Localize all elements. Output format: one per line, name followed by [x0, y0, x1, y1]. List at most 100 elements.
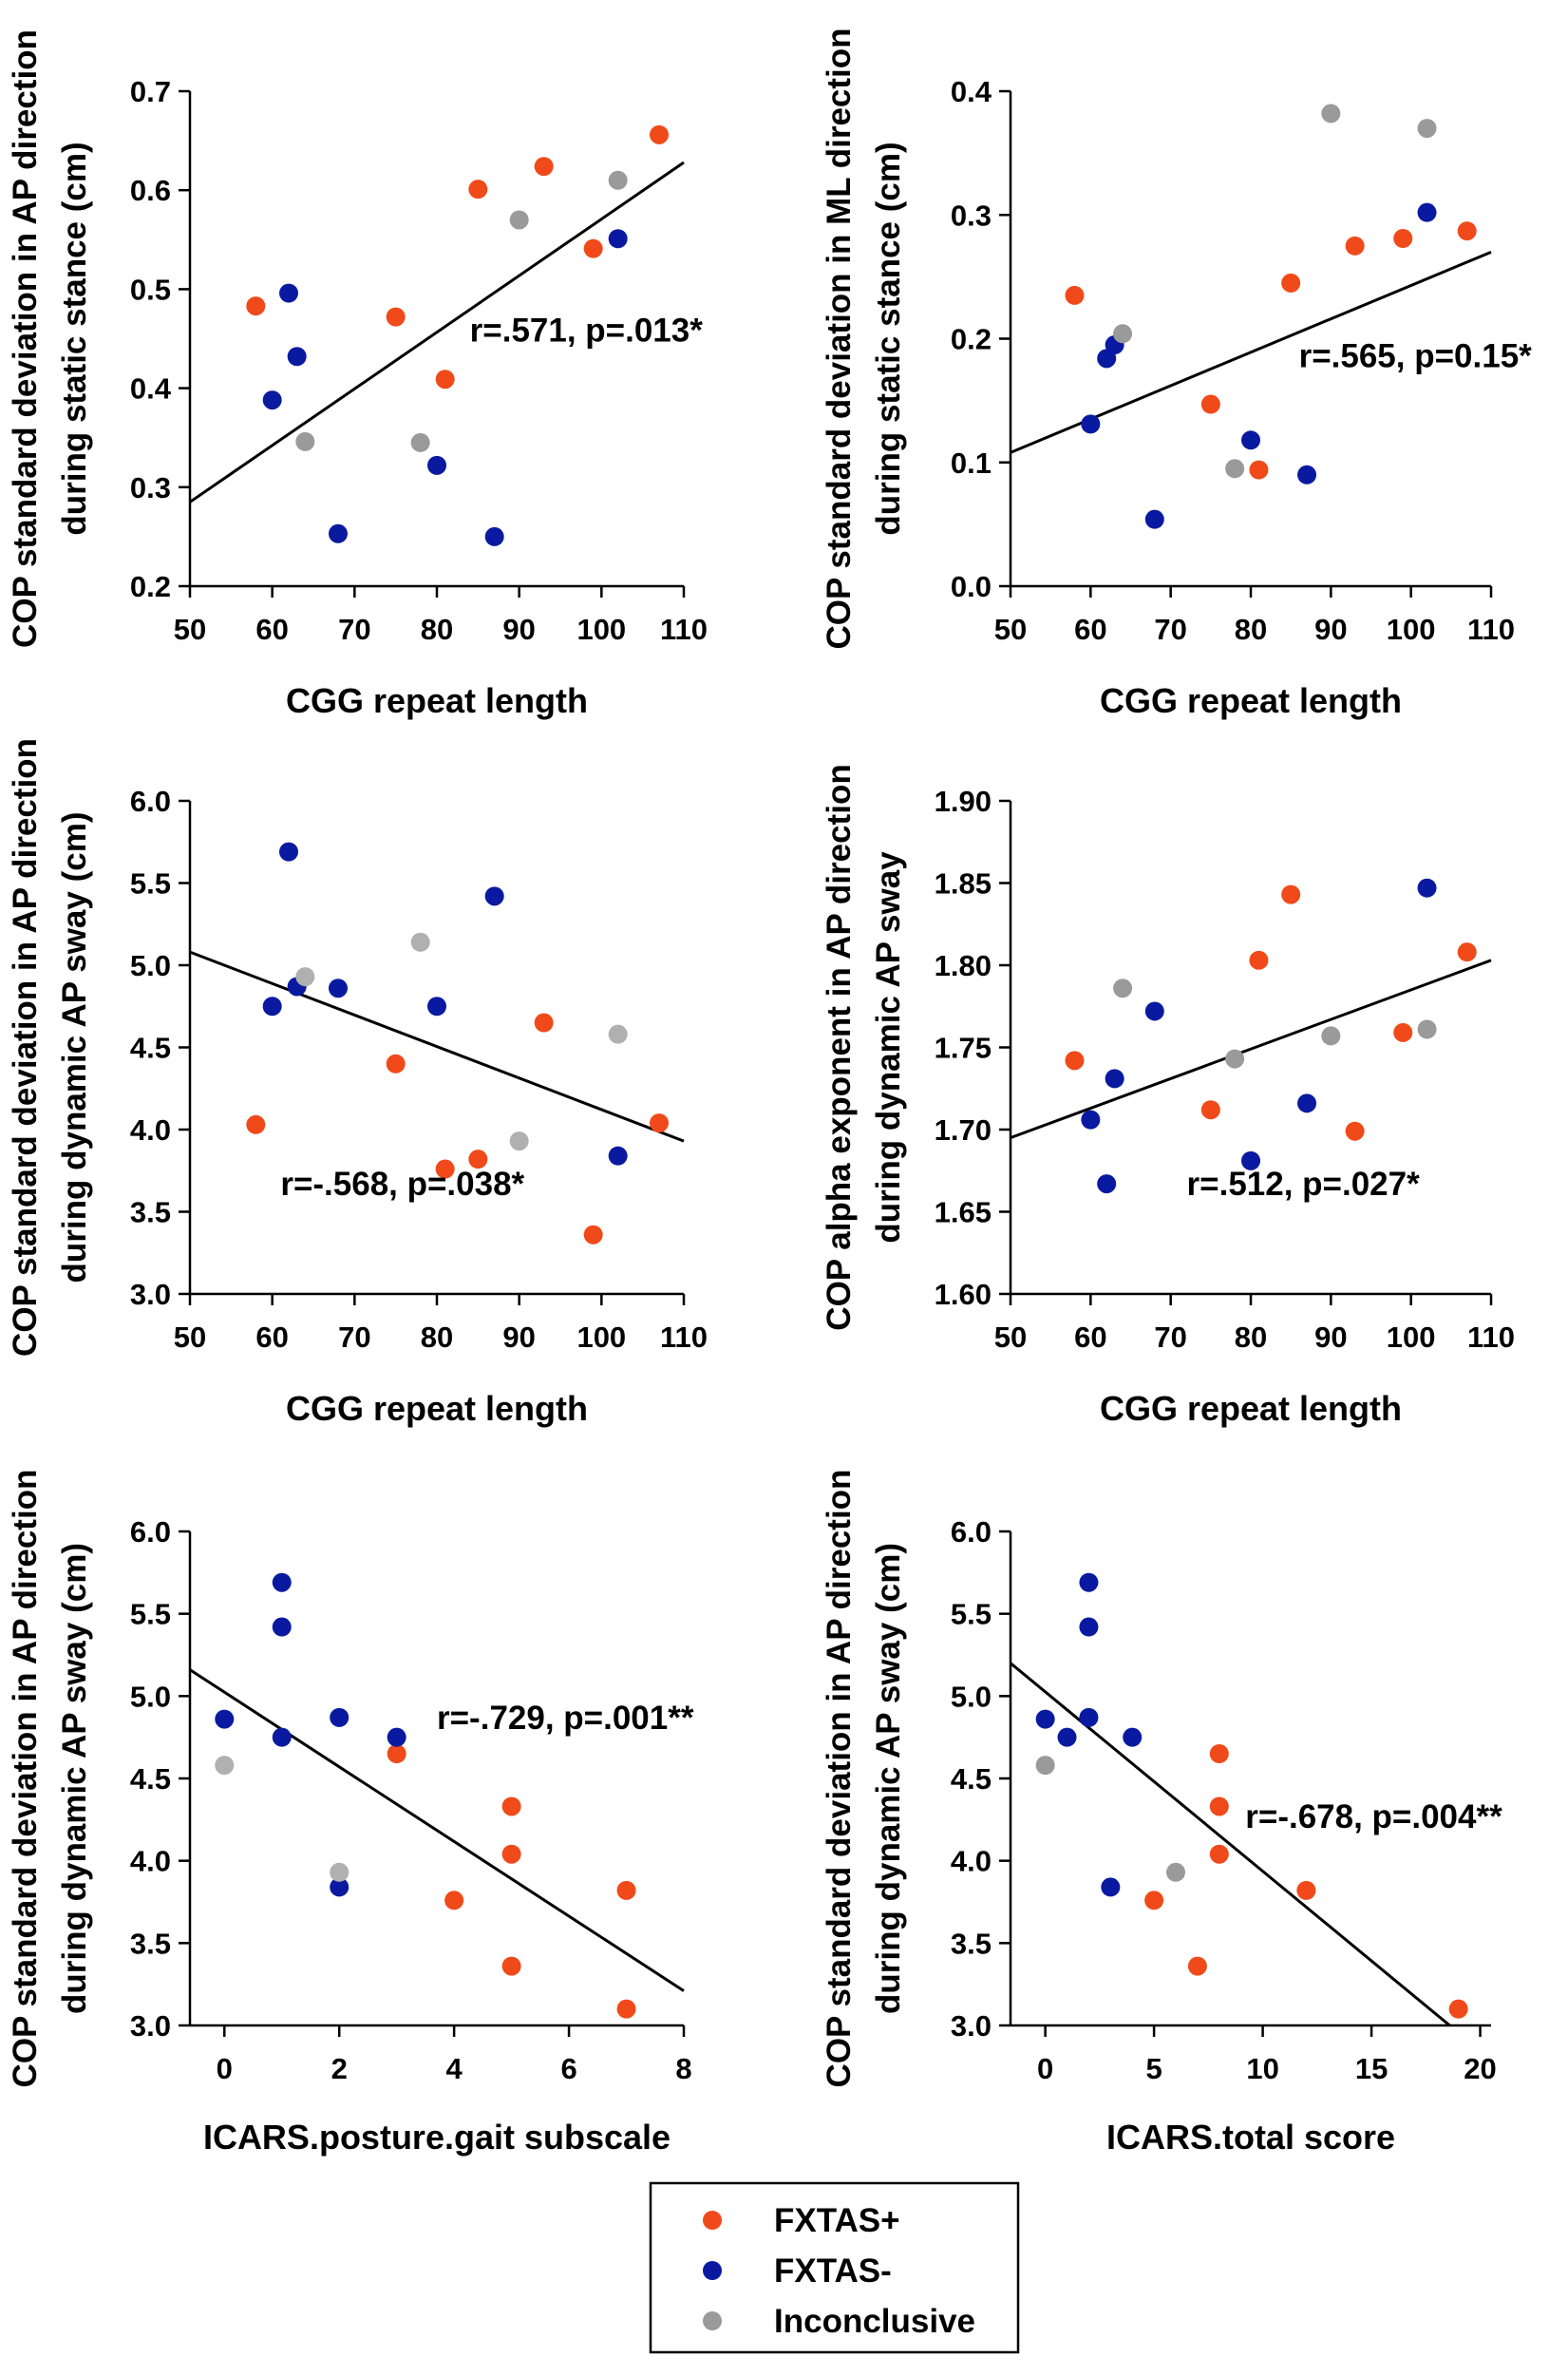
- y-axis-title-line: COP alpha exponent in AP direction: [821, 764, 858, 1330]
- x-tick-label: 70: [1154, 613, 1186, 646]
- point-fxtas: [1065, 285, 1085, 305]
- x-tick-label: 100: [1387, 613, 1436, 646]
- point-fxtas: [650, 1113, 669, 1133]
- x-tick-label: 0: [1037, 2052, 1053, 2085]
- x-axis-title: CGG repeat length: [286, 1389, 588, 1428]
- point-fxtas: [1079, 1572, 1099, 1592]
- regression-line: [189, 161, 685, 504]
- y-axis-title-line: COP standard deviation in AP direction: [7, 29, 44, 648]
- point-fxtas: [1101, 1877, 1121, 1897]
- y-tick-label: 0.3: [951, 199, 992, 232]
- point-fxtas: [1345, 1121, 1365, 1141]
- x-tick-label: 80: [1235, 613, 1267, 646]
- y-axis-title-line: COP standard deviation in AP direction: [7, 1470, 44, 2088]
- point-inconclusive: [1417, 1019, 1437, 1039]
- y-tick-label: 3.0: [130, 1278, 171, 1311]
- point-fxtas: [1079, 1617, 1099, 1637]
- point-fxtas: [468, 1150, 488, 1169]
- x-tick-label: 90: [1314, 1321, 1347, 1354]
- point-inconclusive: [509, 1131, 529, 1151]
- y-axis-title-line: COP standard deviation in ML direction: [821, 28, 858, 649]
- point-fxtas: [1393, 228, 1413, 248]
- correlation-annotation: r=.512, p=.027*: [1187, 1166, 1421, 1203]
- legend-marker: [703, 2211, 722, 2230]
- point-fxtas: [387, 1727, 406, 1747]
- y-tick-label: 5.5: [951, 1598, 992, 1631]
- point-inconclusive: [1321, 1026, 1341, 1046]
- point-fxtas: [1187, 1956, 1207, 1976]
- point-fxtas: [501, 1956, 521, 1976]
- x-tick-label: 80: [421, 1321, 453, 1354]
- point-inconclusive: [1417, 119, 1437, 139]
- point-fxtas: [1249, 950, 1269, 970]
- point-fxtas: [1393, 1022, 1413, 1042]
- point-inconclusive: [410, 432, 430, 452]
- y-tick-label: 0.4: [951, 75, 992, 108]
- y-tick-label: 0.6: [130, 174, 171, 207]
- point-fxtas: [427, 455, 446, 475]
- y-tick-label: 5.0: [130, 1680, 171, 1713]
- y-tick-label: 3.5: [130, 1196, 171, 1229]
- x-axis-title: CGG repeat length: [1100, 1389, 1402, 1428]
- point-fxtas: [272, 1617, 292, 1637]
- point-fxtas: [1297, 1093, 1317, 1113]
- y-tick-label: 1.85: [935, 867, 992, 901]
- point-fxtas: [246, 1114, 266, 1134]
- point-inconclusive: [330, 1862, 349, 1882]
- point-inconclusive: [1225, 1049, 1245, 1069]
- y-tick-label: 0.1: [951, 447, 992, 480]
- point-fxtas: [279, 842, 298, 862]
- x-tick-label: 80: [1235, 1321, 1267, 1354]
- x-tick-label: 70: [1154, 1321, 1186, 1354]
- y-tick-label: 1.60: [935, 1278, 992, 1311]
- point-fxtas: [1035, 1709, 1055, 1729]
- point-fxtas: [444, 1891, 464, 1910]
- point-fxtas: [1296, 1880, 1316, 1900]
- x-tick-label: 5: [1145, 2052, 1162, 2085]
- point-fxtas: [1345, 236, 1365, 256]
- point-fxtas: [1249, 460, 1269, 480]
- y-tick-label: 4.0: [130, 1845, 171, 1878]
- y-tick-label: 0.3: [130, 471, 171, 504]
- x-tick-label: 50: [174, 1321, 206, 1354]
- point-inconclusive: [1035, 1756, 1055, 1776]
- x-tick-label: 110: [1467, 1321, 1515, 1354]
- x-tick-label: 80: [421, 613, 453, 646]
- point-inconclusive: [608, 170, 628, 190]
- x-tick-label: 90: [502, 1321, 535, 1354]
- point-fxtas: [279, 283, 298, 303]
- y-axis-title-line: during dynamic AP sway: [870, 851, 907, 1244]
- x-tick-label: 100: [576, 613, 626, 646]
- x-tick-label: 10: [1246, 2052, 1278, 2085]
- x-tick-label: 8: [675, 2052, 691, 2085]
- point-fxtas: [1144, 1001, 1164, 1021]
- y-tick-label: 4.0: [130, 1113, 171, 1147]
- point-fxtas: [1417, 878, 1437, 898]
- point-fxtas: [1281, 884, 1301, 904]
- x-tick-label: 110: [1467, 613, 1515, 646]
- x-tick-label: 2: [331, 2052, 348, 2085]
- legend-label: Inconclusive: [774, 2303, 975, 2340]
- x-tick-label: 90: [502, 613, 535, 646]
- point-fxtas: [435, 370, 455, 390]
- point-fxtas: [1209, 1744, 1229, 1763]
- y-tick-label: 6.0: [130, 785, 171, 818]
- y-axis-title-line: COP standard deviation in AP direction: [7, 738, 44, 1357]
- y-tick-label: 5.5: [130, 867, 171, 901]
- point-fxtas: [387, 1744, 406, 1763]
- point-fxtas: [1057, 1727, 1077, 1747]
- point-inconclusive: [1113, 324, 1133, 344]
- x-tick-label: 60: [1074, 613, 1106, 646]
- point-fxtas: [386, 307, 406, 327]
- point-fxtas: [427, 997, 446, 1017]
- y-axis-title-line: during dynamic AP sway (cm): [870, 1543, 907, 2014]
- y-tick-label: 5.0: [130, 949, 171, 982]
- correlation-annotation: r=-.729, p=.001**: [437, 1700, 694, 1737]
- y-tick-label: 6.0: [951, 1515, 992, 1549]
- y-tick-label: 5.5: [130, 1598, 171, 1631]
- y-tick-label: 4.5: [130, 1762, 171, 1796]
- point-fxtas: [287, 347, 307, 367]
